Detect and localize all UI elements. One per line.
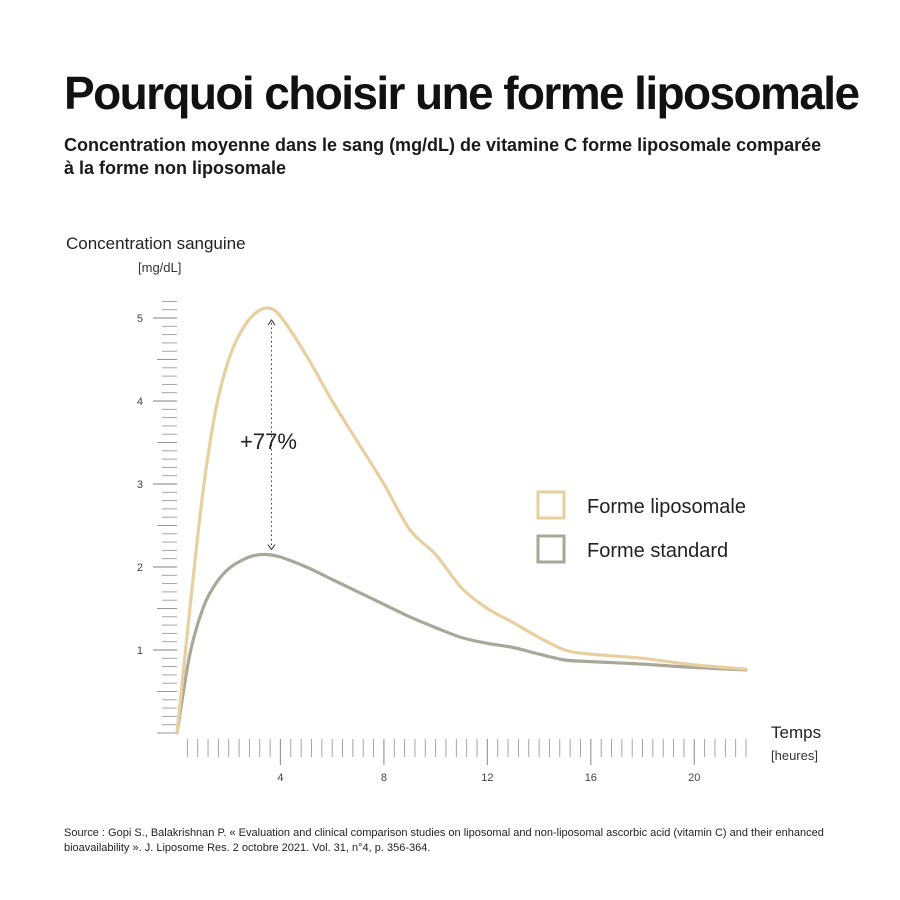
difference-annotation: +77%: [240, 319, 297, 551]
y-tick-label: 5: [137, 313, 143, 325]
annotation-arrow-up: [267, 319, 276, 326]
y-axis-label: Concentration sanguine: [66, 234, 246, 253]
x-tick-label: 20: [688, 772, 700, 784]
annotation-label: +77%: [240, 429, 297, 454]
annotation-arrow-down: [267, 544, 276, 551]
series-line-forme-liposomale: [175, 306, 748, 735]
x-axis-ruler: [186, 739, 747, 765]
legend: Forme liposomale Forme standard: [536, 490, 746, 564]
y-tick-label: 1: [137, 645, 143, 657]
y-axis-ruler: [153, 300, 177, 734]
x-tick-label: 12: [481, 772, 493, 784]
x-tick-label: 8: [381, 772, 387, 784]
y-tick-label: 4: [137, 396, 143, 408]
chart-subtitle: Concentration moyenne dans le sang (mg/d…: [64, 135, 822, 178]
x-axis-label: Temps: [771, 723, 822, 742]
y-tick-label: 2: [137, 562, 143, 574]
legend-swatch: [536, 490, 566, 520]
source-citation: Source : Gopi S., Balakrishnan P. « Eval…: [64, 827, 824, 854]
legend-swatch: [536, 534, 566, 564]
legend-label: Forme standard: [587, 540, 728, 562]
y-tick-label: 3: [137, 479, 143, 491]
x-tick-labels: 4 8 12 16 20: [277, 772, 700, 784]
x-axis-unit: [heures]: [771, 748, 818, 763]
x-tick-label: 4: [277, 772, 283, 784]
y-tick-labels: 1 2 3 4 5: [137, 313, 143, 657]
x-tick-label: 16: [585, 772, 597, 784]
series-line-forme-standard: [175, 552, 748, 735]
chart-title: Pourquoi choisir une forme liposomale: [64, 67, 860, 119]
y-axis-unit: [mg/dL]: [138, 260, 182, 275]
legend-label: Forme liposomale: [587, 496, 746, 518]
series-lines: [175, 306, 748, 735]
